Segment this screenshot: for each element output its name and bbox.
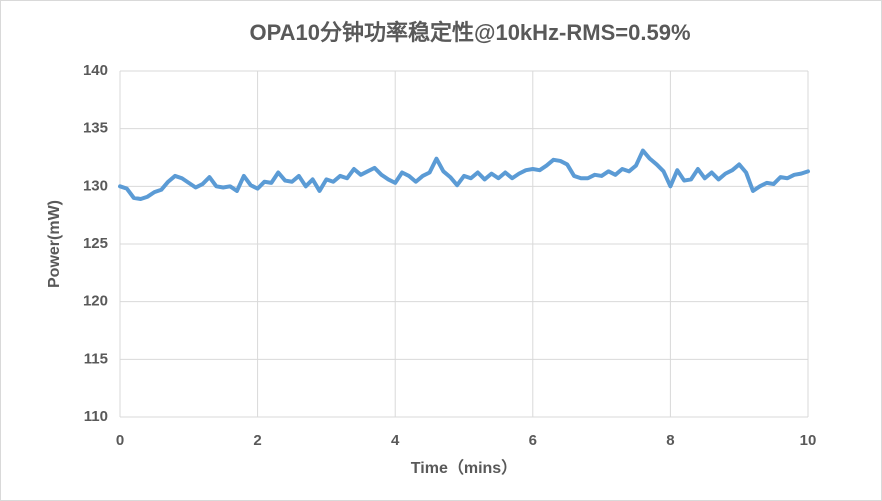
- y-tick-label: 110: [84, 408, 108, 425]
- y-tick-label: 130: [83, 177, 108, 194]
- y-tick-label: 140: [83, 62, 108, 79]
- y-tick-label: 115: [84, 350, 108, 367]
- x-tick-label: 2: [253, 432, 261, 449]
- y-tick-label: 120: [83, 293, 108, 310]
- x-tick-label: 8: [666, 432, 674, 449]
- chart-title: OPA10分钟功率稳定性@10kHz-RMS=0.59%: [250, 20, 691, 45]
- data-line: [118, 148, 810, 202]
- x-tick-label: 4: [391, 432, 400, 449]
- x-axis-label: Time（mins）: [411, 459, 517, 477]
- y-axis-label: Power(mW): [46, 200, 63, 288]
- y-tick-label: 135: [83, 120, 108, 137]
- x-tick-label: 0: [116, 432, 124, 449]
- x-tick-label: 10: [800, 432, 817, 449]
- y-tick-label: 125: [83, 235, 108, 252]
- x-tick-label: 6: [529, 432, 537, 449]
